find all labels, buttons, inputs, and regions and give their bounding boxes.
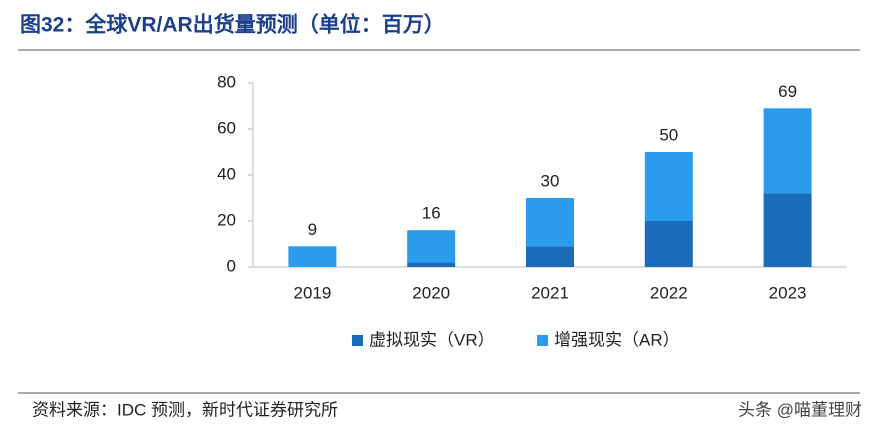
bar-segment [763,108,812,194]
total-label: 69 [778,82,797,101]
bar-segment [407,230,456,263]
source: 资料来源：IDC 预测，新时代证券研究所 [32,400,338,419]
legend-swatch [352,335,363,346]
legend-label: 增强现实（AR） [554,330,680,349]
total-label: 16 [422,204,441,223]
x-tick-label: 2020 [412,283,450,302]
bar-segment [526,246,574,267]
y-tick-label: 20 [217,210,236,229]
bar-segment [644,221,693,267]
bar-segment [763,193,812,267]
x-tick-label: 2019 [293,283,331,302]
chart-title: 图32：全球VR/AR出货量预测（单位：百万） [20,13,445,37]
bar-segment [526,198,574,247]
total-label: 50 [659,125,678,144]
y-tick-label: 40 [217,164,236,183]
x-tick-label: 2023 [769,283,807,302]
total-label: 9 [308,220,317,239]
y-tick-label: 80 [217,72,236,91]
x-tick-label: 2022 [650,283,688,302]
total-label: 30 [541,171,560,190]
y-tick-label: 0 [227,256,236,275]
bar-segment [288,246,337,267]
watermark: 头条 @喵董理财 [738,400,862,419]
bar-segment [407,262,456,267]
legend-swatch [537,335,548,346]
legend-label: 虚拟现实（VR） [369,330,495,349]
y-tick-label: 60 [217,118,236,137]
bar-segment [644,152,693,221]
x-tick-label: 2021 [531,283,569,302]
